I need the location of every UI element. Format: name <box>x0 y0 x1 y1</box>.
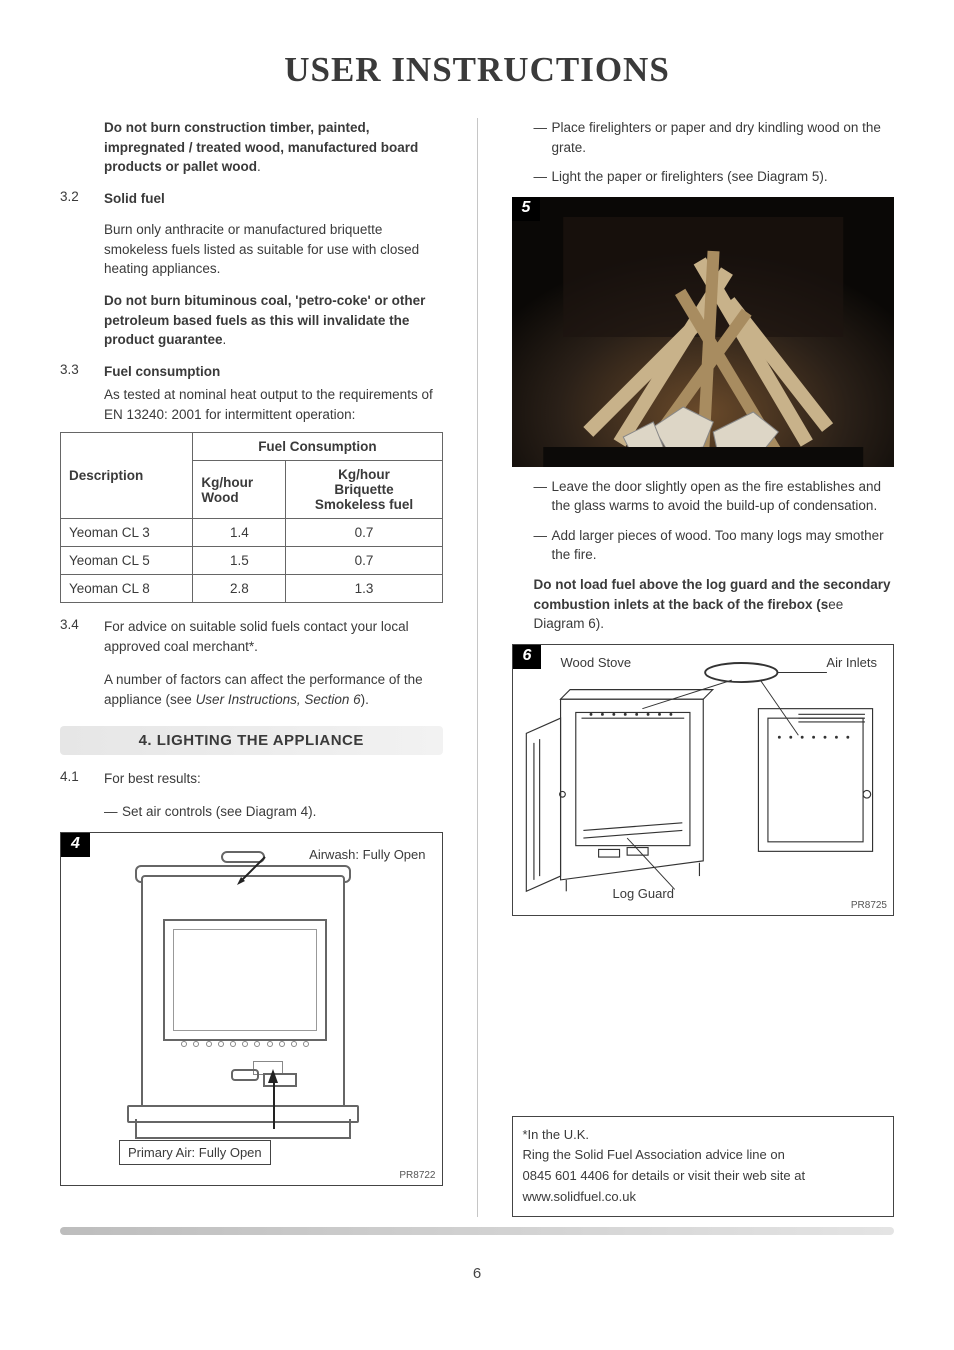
diagram-4-primary-label: Primary Air: Fully Open <box>119 1140 271 1165</box>
bottom-bar <box>60 1227 894 1235</box>
warn-construction-text: Do not burn construction timber, painted… <box>104 120 418 174</box>
fuel-th-consumption: Fuel Consumption <box>193 433 442 461</box>
r-d4-text: Add larger pieces of wood. Too many logs… <box>552 526 895 565</box>
stove-front-svg <box>101 845 401 1155</box>
cell-briq: 0.7 <box>286 519 442 547</box>
s34-p2b: User Instructions, Section 6 <box>196 692 361 707</box>
diagram-4-pr: PR8722 <box>399 1170 435 1181</box>
cell-desc: Yeoman CL 5 <box>61 547 193 575</box>
s34-p2c: ). <box>361 692 369 707</box>
s41-d1-text: Set air controls (see Diagram 4). <box>122 802 443 822</box>
r-warn: Do not load fuel above the log guard and… <box>534 575 895 634</box>
dash-icon: — <box>534 477 552 516</box>
s32-p1: Burn only anthracite or manufactured bri… <box>104 220 443 279</box>
info-box: *In the U.K. Ring the Solid Fuel Associa… <box>512 1116 895 1217</box>
table-row: Yeoman CL 8 2.8 1.3 <box>61 575 443 603</box>
diagram-5-tag: 5 <box>512 197 541 221</box>
info-l2: Ring the Solid Fuel Association advice l… <box>523 1145 884 1166</box>
s33-p1: As tested at nominal heat output to the … <box>104 385 443 424</box>
info-l4: www.solidfuel.co.uk <box>523 1187 884 1208</box>
dash-icon: — <box>534 167 552 187</box>
r-d1: — Place firelighters or paper and dry ki… <box>534 118 895 157</box>
cell-wood: 2.8 <box>193 575 286 603</box>
fuel-th-briq: Kg/hour Briquette Smokeless fuel <box>286 461 442 519</box>
section4-header: 4. LIGHTING THE APPLIANCE <box>60 726 443 755</box>
cell-briq: 0.7 <box>286 547 442 575</box>
table-row: Yeoman CL 5 1.5 0.7 <box>61 547 443 575</box>
info-l1: *In the U.K. <box>523 1125 884 1146</box>
dash-icon: — <box>104 802 122 822</box>
column-divider <box>477 118 478 1217</box>
s33-head: Fuel consumption <box>104 362 443 382</box>
cell-wood: 1.4 <box>193 519 286 547</box>
s41-d1: — Set air controls (see Diagram 4). <box>104 802 443 822</box>
s34-p1: For advice on suitable solid fuels conta… <box>104 617 443 656</box>
diagram-5: 5 <box>512 197 895 467</box>
fuel-th-wood: Kg/hour Wood <box>193 461 286 519</box>
cell-desc: Yeoman CL 3 <box>61 519 193 547</box>
r-d1-text: Place firelighters or paper and dry kind… <box>552 118 895 157</box>
fuel-th-wood-l1: Kg/hour <box>201 475 253 490</box>
info-l3: 0845 601 4406 for details or visit their… <box>523 1166 884 1187</box>
diagram-6: 6 Wood Stove Air Inlets Log Guard PR8725 <box>512 644 895 916</box>
diagram-4: 4 Airwash: Fully Open <box>60 832 443 1186</box>
fuel-th-briq-l1: Kg/hour <box>338 467 390 482</box>
cell-wood: 1.5 <box>193 547 286 575</box>
s32-head: Solid fuel <box>104 189 443 209</box>
s33-num: 3.3 <box>60 362 104 382</box>
fuel-th-wood-l2: Wood <box>201 490 238 505</box>
fuel-th-briq-l3: Smokeless fuel <box>315 497 413 512</box>
r-d2-text: Light the paper or firelighters (see Dia… <box>552 167 895 187</box>
s41-p1: For best results: <box>104 769 443 789</box>
page-title: USER INSTRUCTIONS <box>60 50 894 90</box>
dash-icon: — <box>534 526 552 565</box>
page-number: 6 <box>60 1265 894 1282</box>
fuel-th-briq-l2: Briquette <box>334 482 393 497</box>
r-d4: — Add larger pieces of wood. Too many lo… <box>534 526 895 565</box>
s32-num: 3.2 <box>60 189 104 209</box>
r-d2: — Light the paper or firelighters (see D… <box>534 167 895 187</box>
cell-briq: 1.3 <box>286 575 442 603</box>
right-column: — Place firelighters or paper and dry ki… <box>512 118 895 1217</box>
cell-desc: Yeoman CL 8 <box>61 575 193 603</box>
diagram-6-svg <box>513 645 894 915</box>
left-column: Do not burn construction timber, painted… <box>60 118 443 1217</box>
s34-p2: A number of factors can affect the perfo… <box>104 670 443 709</box>
r-d3: — Leave the door slightly open as the fi… <box>534 477 895 516</box>
warn-construction: Do not burn construction timber, painted… <box>104 118 443 177</box>
s34-num: 3.4 <box>60 617 104 656</box>
diagram-4-tag: 4 <box>61 833 90 857</box>
s32-warn-text: Do not burn bituminous coal, 'petro-coke… <box>104 293 425 347</box>
s32-warn-tail: . <box>223 332 227 347</box>
table-row: Yeoman CL 3 1.4 0.7 <box>61 519 443 547</box>
dash-icon: — <box>534 118 552 157</box>
fuel-th-desc: Description <box>61 433 193 519</box>
fuel-table: Description Fuel Consumption Kg/hour Woo… <box>60 432 443 603</box>
warn-construction-tail: . <box>257 159 261 174</box>
r-d3-text: Leave the door slightly open as the fire… <box>552 477 895 516</box>
s32-warn: Do not burn bituminous coal, 'petro-coke… <box>104 291 443 350</box>
s41-num: 4.1 <box>60 769 104 789</box>
